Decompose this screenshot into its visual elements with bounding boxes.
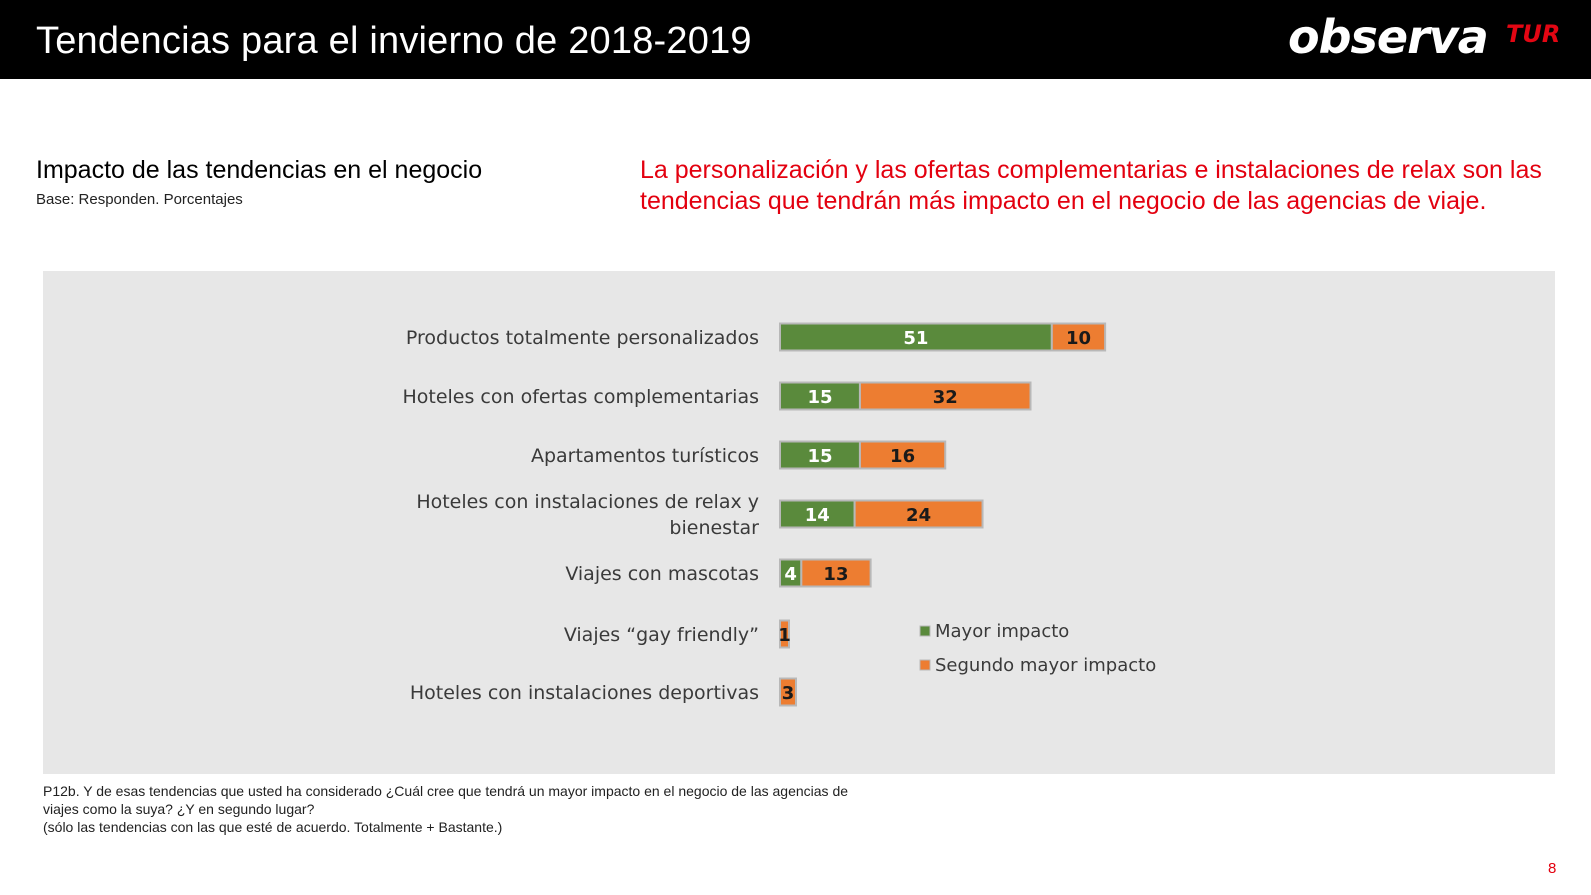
logo-sub-text: TUR bbox=[1506, 20, 1561, 48]
bar-value-label: 1 bbox=[778, 625, 791, 646]
bar-segundo-impacto bbox=[858, 381, 1032, 411]
legend-swatch bbox=[919, 659, 931, 671]
bar-value-label: 13 bbox=[823, 564, 848, 585]
chart-panel: Productos totalmente personalizados 51 10 H… bbox=[43, 271, 1555, 774]
bar-mayor-impacto bbox=[779, 440, 861, 470]
bar-value-label: 51 bbox=[903, 328, 928, 349]
bar-segundo-impacto bbox=[1050, 322, 1107, 352]
page-title: Tendencias para el invierno de 2018-2019 bbox=[36, 20, 752, 62]
category-label: Apartamentos turísticos bbox=[531, 445, 759, 467]
bar-value-label: 24 bbox=[906, 505, 931, 526]
bar-segundo-impacto bbox=[800, 558, 872, 588]
header-bar: Tendencias para el invierno de 2018-2019… bbox=[0, 0, 1591, 79]
category-label: Hoteles con ofertas complementarias bbox=[402, 386, 759, 408]
bar-segundo-impacto bbox=[779, 619, 790, 649]
category-label: Viajes con mascotas bbox=[565, 563, 759, 585]
bar-value-label: 15 bbox=[807, 446, 832, 467]
bar-segundo-impacto bbox=[779, 677, 797, 707]
legend-label: Segundo mayor impacto bbox=[935, 655, 1156, 676]
bar-value-label: 15 bbox=[807, 387, 832, 408]
chart-base-note: Base: Responden. Porcentajes bbox=[36, 191, 243, 208]
logo-main-text: observa bbox=[1288, 10, 1489, 64]
category-label: Hoteles con instalaciones deportivas bbox=[410, 682, 759, 704]
category-label: Viajes “gay friendly” bbox=[564, 624, 759, 646]
bar-mayor-impacto bbox=[779, 322, 1053, 352]
bar-value-label: 3 bbox=[782, 683, 795, 704]
footnote-line-3: (sólo las tendencias con las que esté de… bbox=[43, 819, 503, 835]
bar-mayor-impacto bbox=[779, 499, 856, 529]
chart-subtitle: Impacto de las tendencias en el negocio bbox=[36, 156, 483, 184]
page-number: 8 bbox=[1548, 860, 1557, 877]
bar-mayor-impacto bbox=[779, 381, 861, 411]
footnote-line-1: P12b. Y de esas tendencias que usted ha … bbox=[43, 783, 849, 799]
category-label: Hoteles con instalaciones de relax y bien… bbox=[416, 491, 759, 539]
bar-value-label: 4 bbox=[784, 564, 797, 585]
observatur-logo: observa TUR bbox=[1288, 10, 1560, 70]
category-label: Productos totalmente personalizados bbox=[406, 327, 759, 349]
headline-text: La personalización y las ofertas complem… bbox=[640, 156, 1542, 215]
bar-value-label: 16 bbox=[890, 446, 915, 467]
footnote-line-2: viajes como la suya? ¿Y en segundo lugar… bbox=[43, 801, 315, 817]
bar-value-label: 10 bbox=[1066, 328, 1091, 349]
bar-segundo-impacto bbox=[858, 440, 947, 470]
bar-value-label: 32 bbox=[933, 387, 958, 408]
bar-segundo-impacto bbox=[853, 499, 984, 529]
question-footnote: P12b. Y de esas tendencias que usted ha … bbox=[43, 782, 943, 836]
bar-value-label: 14 bbox=[805, 505, 830, 526]
legend-label: Mayor impacto bbox=[935, 621, 1069, 642]
legend-swatch bbox=[919, 625, 931, 637]
stacked-bar-chart: Productos totalmente personalizados 51 10 H… bbox=[402, 322, 1156, 707]
